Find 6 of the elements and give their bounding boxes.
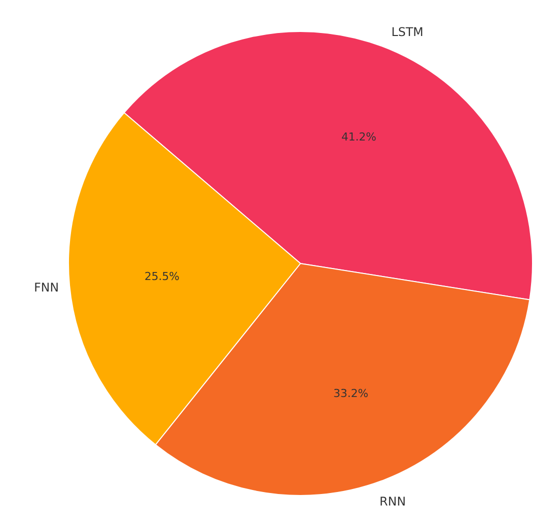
data-label: 25.5%	[144, 270, 180, 284]
slice-label: FNN	[34, 280, 59, 295]
data-label: 41.2%	[341, 130, 376, 144]
data-label: 33.2%	[333, 386, 368, 400]
slice-label: LSTM	[391, 24, 424, 39]
slice-label: RNN	[380, 494, 406, 508]
